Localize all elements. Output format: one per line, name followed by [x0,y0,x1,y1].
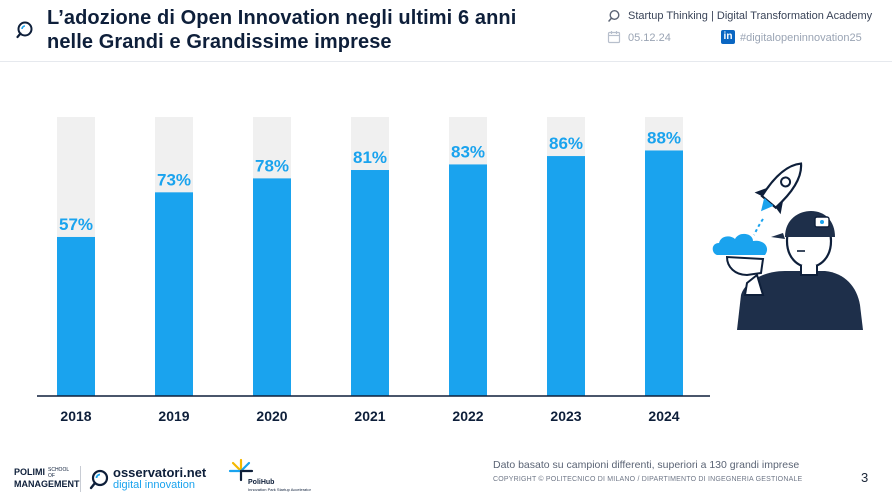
adoption-bar-chart: 57% 2018 73% 2019 78% 2020 81% 2021 83% 2022 86% 20… [37,117,710,424]
data-label-2022: 83% [451,142,485,161]
bar-2022 [449,164,487,396]
bar-2018 [57,236,95,396]
polihub-logo-name: PoliHub [248,479,275,486]
data-label-2021: 81% [353,148,387,167]
x-tick-label-2018: 2018 [60,408,91,424]
polihub-icon [228,458,254,482]
x-tick-label-2019: 2019 [158,408,189,424]
bar-2024 [645,150,683,396]
x-tick-label-2023: 2023 [550,408,581,424]
x-tick-label-2021: 2021 [354,408,385,424]
x-tick-label-2024: 2024 [648,408,679,424]
polimi-logo-line-1: POLIMI [14,467,45,477]
copyright-notice: COPYRIGHT © POLITECNICO DI MILANO / DIPA… [493,476,803,483]
search-icon [16,21,33,39]
data-label-2020: 78% [255,156,289,175]
x-tick-label-2022: 2022 [452,408,483,424]
polimi-logo-sub: SCHOOL OF [48,467,69,479]
data-label-2019: 73% [157,170,191,189]
page-title-line-1: L’adozione di Open Innovation negli ulti… [47,7,517,29]
polihub-logo-sub: Innovation Park Startup Accelerator [248,487,311,492]
bar-2023 [547,156,585,396]
osservatori-logo-sub: digital innovation [113,479,195,491]
header-divider [0,61,892,62]
bar-2019 [155,192,193,396]
bar-2020 [253,178,291,396]
polimi-logo: POLIMI MANAGEMENT SCHOOL OF [14,466,80,492]
osservatori-logo-name: osservatori.net [113,465,207,480]
data-label-2023: 86% [549,134,583,153]
x-tick-label-2020: 2020 [256,408,287,424]
search-icon [608,9,620,22]
page-title-line-2: nelle Grandi e Grandissime imprese [47,31,392,53]
event-date: 05.12.24 [628,32,671,44]
calendar-icon [607,31,621,44]
logo-divider [80,466,81,492]
bar-2021 [351,170,389,396]
data-label-2018: 57% [59,215,93,234]
osservatori-icon [89,469,109,490]
page-number: 3 [861,470,869,485]
data-label-2024: 88% [647,128,681,147]
hashtag: #digitalopeninnovation25 [740,32,862,44]
rocket-person-illustration [712,162,863,330]
program-name: Startup Thinking | Digital Transformatio… [628,10,873,22]
data-note: Dato basato su campioni differenti, supe… [493,459,800,471]
polimi-logo-line-2: MANAGEMENT [14,479,80,489]
linkedin-icon: in [721,30,735,44]
bars-layer: 57% 2018 73% 2019 78% 2020 81% 2021 83% 2022 86% 20… [57,117,683,424]
